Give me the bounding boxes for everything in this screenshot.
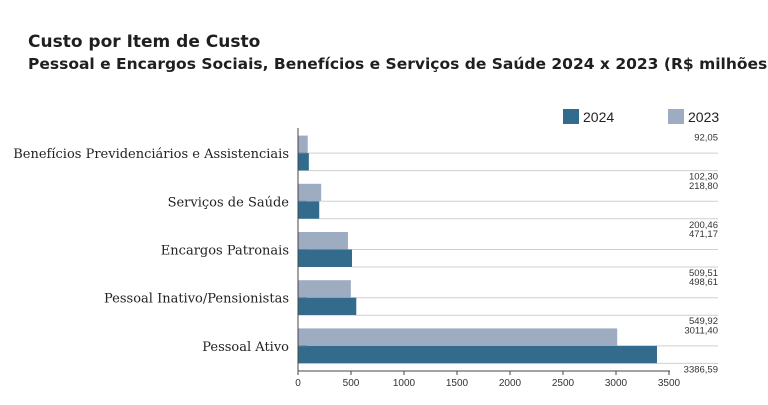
bar-2024: [298, 153, 309, 171]
category-label: Pessoal Inativo/Pensionistas: [104, 292, 289, 307]
data-label-2024: 3386,59: [684, 364, 718, 375]
legend-label-2023: 2023: [688, 109, 719, 125]
bar-2024: [298, 249, 353, 267]
data-label-2024: 509,51: [689, 268, 718, 279]
bar-2023: [298, 183, 322, 202]
data-label-2023: 218,80: [689, 181, 718, 192]
x-tick-label: 500: [343, 378, 360, 389]
bar-2023: [298, 135, 308, 154]
x-tick-label: 1500: [446, 378, 469, 389]
bar-2023: [298, 328, 618, 346]
chart-title-block: Custo por Item de Custo Pessoal e Encarg…: [28, 31, 768, 75]
bar-2024: [298, 345, 657, 364]
x-tick-label: 3500: [658, 378, 681, 389]
x-tick-label: 2000: [499, 378, 522, 389]
bar-2024: [298, 297, 357, 316]
data-label-2023: 92,05: [694, 133, 718, 144]
data-label-2024: 549,92: [689, 316, 718, 327]
x-tick-label: 3000: [605, 378, 628, 389]
x-tick-label: 0: [295, 378, 301, 389]
chart-title: Custo por Item de Custo: [28, 32, 261, 52]
category-label: Encargos Patronais: [161, 244, 289, 259]
legend-swatch-2023: [668, 109, 684, 124]
category-label: Serviços de Saúde: [168, 195, 290, 210]
legend-label-2024: 2024: [583, 109, 614, 125]
data-label-2024: 102,30: [689, 172, 718, 183]
data-label-2023: 471,17: [689, 229, 718, 240]
data-label-2023: 3011,40: [684, 325, 718, 336]
x-tick-label: 2500: [552, 378, 575, 389]
legend-swatch-2024: [563, 109, 579, 124]
bar-2023: [298, 280, 351, 298]
chart-subtitle: Pessoal e Encargos Sociais, Benefícios e…: [28, 55, 768, 73]
data-label-2023: 498,61: [689, 277, 718, 288]
bar-2024: [298, 201, 320, 219]
bar-2023: [298, 232, 348, 250]
category-label: Pessoal Ativo: [202, 340, 289, 355]
x-tick-label: 1000: [393, 378, 416, 389]
category-label: Benefícios Previdenciários e Assistencia…: [13, 147, 289, 162]
data-label-2024: 200,46: [689, 220, 718, 231]
